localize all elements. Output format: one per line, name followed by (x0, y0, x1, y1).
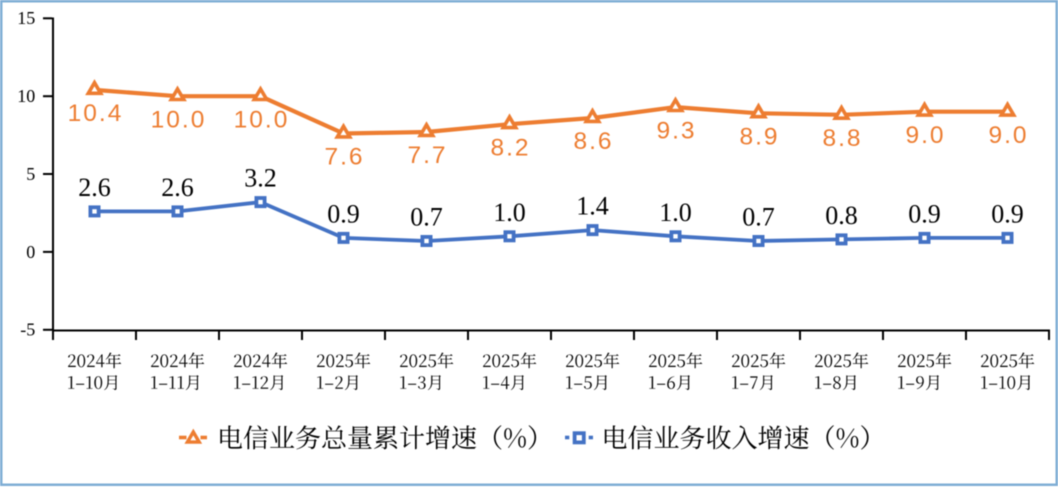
svg-text:3.2: 3.2 (244, 164, 277, 193)
svg-text:7.7: 7.7 (407, 142, 447, 169)
svg-text:10: 10 (17, 86, 35, 106)
svg-text:8.2: 8.2 (490, 134, 530, 161)
svg-text:0.9: 0.9 (991, 199, 1024, 228)
svg-text:10.0: 10.0 (234, 106, 290, 133)
svg-text:-5: -5 (20, 320, 35, 340)
svg-text:9.0: 9.0 (905, 122, 945, 149)
svg-text:1.0: 1.0 (659, 198, 692, 227)
svg-text:8.8: 8.8 (822, 125, 862, 152)
svg-text:0.8: 0.8 (825, 201, 858, 230)
svg-text:0.9: 0.9 (327, 199, 360, 228)
svg-text:9.0: 9.0 (988, 122, 1028, 149)
svg-text:0.9: 0.9 (908, 199, 941, 228)
svg-text:10.4: 10.4 (68, 100, 124, 127)
svg-text:1.4: 1.4 (576, 192, 609, 221)
svg-text:8.6: 8.6 (573, 128, 613, 155)
svg-text:1.0: 1.0 (493, 198, 526, 227)
svg-text:0: 0 (26, 242, 35, 262)
svg-text:0.7: 0.7 (742, 203, 775, 232)
svg-text:5: 5 (26, 164, 35, 184)
svg-text:7.6: 7.6 (324, 144, 364, 171)
svg-text:10.0: 10.0 (151, 106, 207, 133)
svg-text:2.6: 2.6 (161, 173, 194, 202)
svg-text:0.7: 0.7 (410, 203, 443, 232)
svg-text:8.9: 8.9 (739, 124, 779, 151)
svg-text:2.6: 2.6 (78, 173, 111, 202)
svg-text:9.3: 9.3 (656, 117, 696, 144)
svg-text:15: 15 (17, 8, 35, 28)
